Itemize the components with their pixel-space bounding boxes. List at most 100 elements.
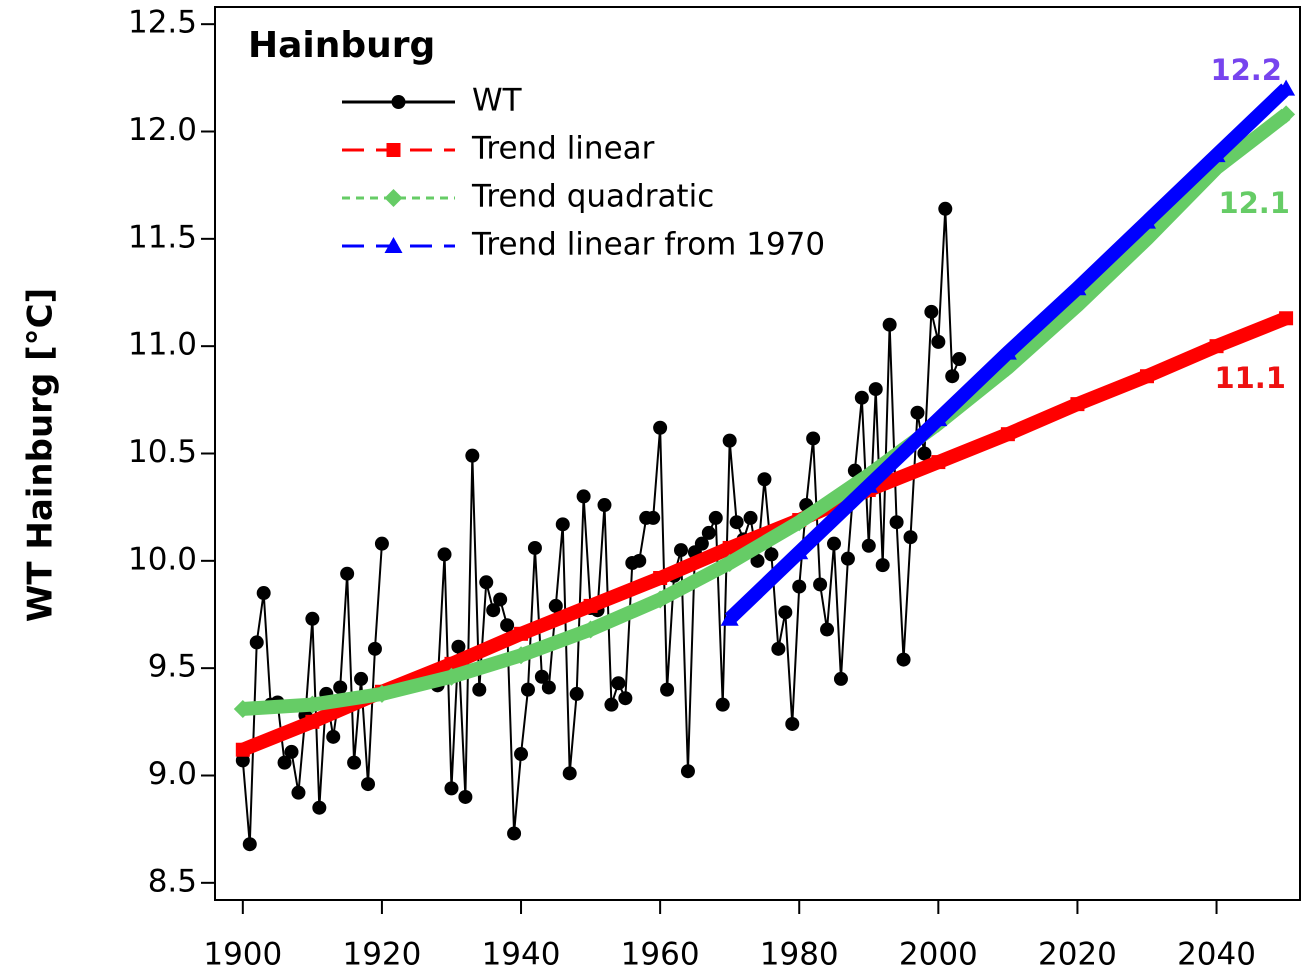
x-tick-label: 1920	[342, 937, 421, 972]
point	[1068, 279, 1087, 296]
point	[938, 201, 953, 216]
point	[632, 553, 647, 568]
point	[333, 680, 348, 695]
legend-label: Trend linear	[471, 131, 655, 167]
point	[1209, 339, 1224, 354]
point	[465, 448, 480, 463]
point	[743, 510, 758, 525]
point	[813, 577, 828, 592]
point	[840, 551, 855, 566]
point	[929, 410, 948, 427]
y-tick-label: 9.0	[148, 756, 197, 792]
point	[326, 729, 341, 744]
point	[235, 753, 250, 768]
point	[882, 317, 897, 332]
point	[618, 691, 633, 706]
point	[291, 785, 306, 800]
point	[792, 579, 807, 594]
legend-label: Trend linear from 1970	[471, 227, 825, 263]
point	[701, 525, 716, 540]
point	[771, 641, 786, 656]
point	[235, 742, 250, 757]
annotation: 12.2	[1210, 53, 1282, 87]
point	[562, 766, 577, 781]
y-tick-label: 10.0	[128, 541, 197, 577]
point	[729, 515, 744, 530]
point	[790, 513, 809, 532]
legend-label: Trend quadratic	[471, 179, 714, 215]
y-tick-label: 11.5	[128, 219, 197, 255]
annotation: 11.1	[1214, 361, 1286, 395]
point	[715, 697, 730, 712]
y-tick-label: 11.0	[128, 327, 197, 363]
y-tick-label: 8.5	[148, 863, 197, 899]
point	[569, 686, 584, 701]
point	[520, 682, 535, 697]
point	[827, 536, 842, 551]
point	[303, 695, 322, 714]
y-axis-label: WT Hainburg [°C]	[21, 288, 61, 622]
point	[347, 755, 362, 770]
x-tick-label: 2020	[1038, 937, 1117, 972]
point	[1279, 311, 1294, 326]
point	[444, 781, 459, 796]
point	[722, 433, 737, 448]
point	[512, 646, 531, 665]
point	[367, 641, 382, 656]
point	[1207, 146, 1226, 163]
point	[284, 744, 299, 759]
point	[917, 446, 932, 461]
annotation: 12.1	[1218, 186, 1290, 220]
chart-title: Hainburg	[248, 25, 435, 66]
point	[945, 369, 960, 384]
point	[534, 669, 549, 684]
point	[875, 558, 890, 573]
point	[785, 716, 800, 731]
point	[910, 405, 925, 420]
point	[931, 455, 946, 470]
point	[1139, 369, 1154, 384]
point	[653, 571, 668, 586]
point	[1137, 212, 1156, 229]
point	[541, 680, 556, 695]
point	[372, 684, 391, 703]
point	[998, 343, 1017, 360]
point	[361, 777, 376, 792]
point	[458, 789, 473, 804]
x-tick-label: 1980	[760, 937, 839, 972]
point	[764, 547, 779, 562]
point	[1277, 105, 1296, 124]
point	[256, 586, 271, 601]
point	[1277, 79, 1296, 96]
point	[861, 538, 876, 553]
point	[806, 431, 821, 446]
point	[952, 352, 967, 367]
point	[722, 540, 737, 555]
point	[854, 390, 869, 405]
point	[451, 639, 466, 654]
legend-label: WT	[472, 83, 523, 119]
point	[868, 382, 883, 397]
point	[249, 635, 264, 650]
point	[1000, 427, 1015, 442]
point	[889, 515, 904, 530]
point	[1070, 397, 1085, 412]
point	[896, 652, 911, 667]
x-tick-label: 2040	[1177, 937, 1256, 972]
point	[527, 540, 542, 555]
point	[757, 472, 772, 487]
point	[500, 618, 515, 633]
point	[507, 826, 522, 841]
point	[604, 697, 619, 712]
point	[305, 611, 320, 626]
point	[646, 510, 661, 525]
point	[472, 682, 487, 697]
point	[514, 626, 529, 641]
x-tick-label: 1940	[482, 937, 561, 972]
point	[493, 592, 508, 607]
x-tick-label: 2000	[899, 937, 978, 972]
point	[680, 764, 695, 779]
point	[694, 536, 709, 551]
x-tick-label: 1900	[203, 937, 282, 972]
y-tick-label: 10.5	[128, 434, 197, 470]
